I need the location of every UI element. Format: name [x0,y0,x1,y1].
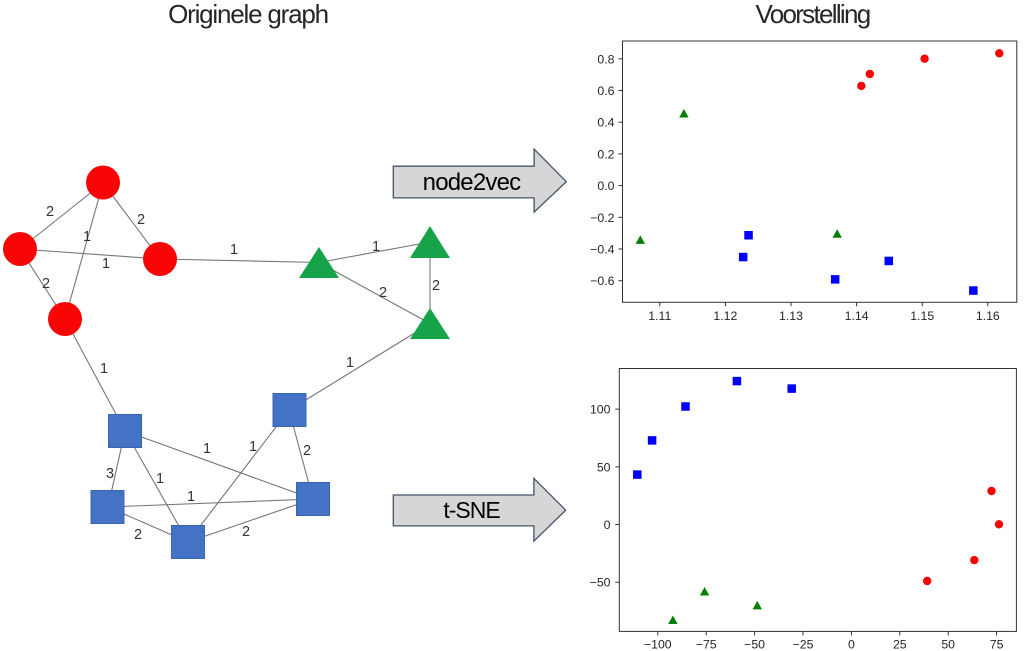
svg-text:25: 25 [893,638,907,651]
svg-text:1: 1 [83,229,91,245]
svg-text:Voorstelling: Voorstelling [755,0,869,29]
svg-text:−25: −25 [793,638,814,651]
svg-text:0: 0 [848,638,855,651]
svg-text:1.11: 1.11 [648,309,671,323]
svg-text:50: 50 [941,638,955,651]
svg-text:1: 1 [346,355,354,371]
svg-text:−50: −50 [590,576,611,590]
svg-text:1: 1 [230,242,238,258]
svg-text:0.2: 0.2 [597,147,614,161]
svg-text:1.14: 1.14 [845,309,869,323]
svg-text:100: 100 [590,403,611,417]
svg-text:2: 2 [137,212,145,228]
svg-text:1: 1 [187,489,195,505]
svg-text:1: 1 [156,471,164,487]
svg-text:2: 2 [134,527,142,543]
svg-text:t-SNE: t-SNE [443,497,500,523]
svg-text:1.13: 1.13 [779,309,803,323]
svg-text:0.4: 0.4 [597,116,614,130]
svg-text:1: 1 [249,439,257,455]
svg-text:−75: −75 [696,638,717,651]
svg-text:−0.6: −0.6 [590,274,614,288]
svg-text:0.6: 0.6 [597,84,614,98]
svg-text:1.16: 1.16 [976,309,1000,323]
svg-text:2: 2 [379,285,387,301]
svg-text:75: 75 [990,638,1004,651]
svg-text:−50: −50 [744,638,765,651]
svg-text:1: 1 [203,441,211,457]
svg-text:1.12: 1.12 [713,309,737,323]
svg-text:−100: −100 [644,638,672,651]
svg-text:1: 1 [372,239,380,255]
svg-text:0.8: 0.8 [597,52,614,66]
svg-text:0.0: 0.0 [597,179,614,193]
svg-text:0: 0 [604,518,611,532]
svg-text:50: 50 [597,460,611,474]
svg-text:−0.2: −0.2 [590,211,614,225]
svg-text:node2vec: node2vec [423,169,521,196]
svg-text:3: 3 [106,466,114,482]
svg-text:1: 1 [100,361,108,377]
svg-text:2: 2 [42,276,50,292]
svg-text:2: 2 [432,278,440,294]
svg-text:−0.4: −0.4 [590,243,614,257]
svg-text:2: 2 [303,443,311,459]
svg-text:1: 1 [102,256,110,272]
svg-text:1.15: 1.15 [910,309,934,323]
svg-text:Originele graph: Originele graph [168,0,328,29]
svg-text:2: 2 [46,204,54,220]
svg-text:2: 2 [242,524,250,540]
